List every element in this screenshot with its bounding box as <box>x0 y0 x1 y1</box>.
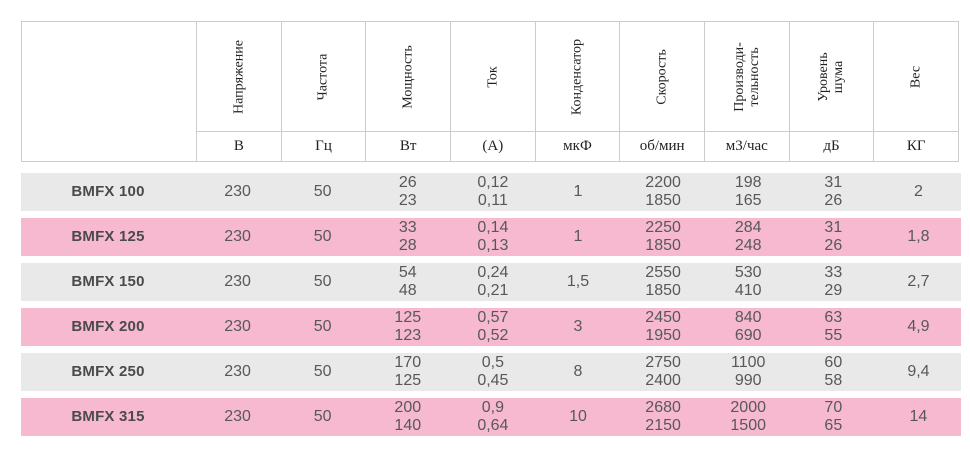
value-cell: 8 <box>573 363 583 380</box>
value-cell: 2450 1950 <box>645 309 681 344</box>
value-cell: 4,9 <box>907 318 930 335</box>
column-unit-label: Вт <box>365 131 450 161</box>
value-cell: 54 48 <box>398 264 417 299</box>
value-cell: 0,24 0,21 <box>477 264 509 299</box>
value-cell: 284 248 <box>734 219 762 254</box>
value-cell: 198 165 <box>734 174 762 209</box>
value-cell: 840 690 <box>734 309 762 344</box>
value-cell: 70 65 <box>824 399 843 434</box>
column-header-cell: Напряжение <box>196 22 281 131</box>
value-cell: 230 <box>224 408 251 425</box>
value-cell: 9,4 <box>907 363 930 380</box>
value-cell: 50 <box>313 228 332 245</box>
value-cell: 2000 1500 <box>730 399 766 434</box>
value-cell: 530 410 <box>734 264 762 299</box>
value-cell: 50 <box>313 408 332 425</box>
value-cell: 230 <box>224 183 251 200</box>
model-name: BMFX 150 <box>71 273 145 290</box>
column-header-label: Скорость <box>654 48 670 105</box>
value-cell: 230 <box>224 228 251 245</box>
value-cell: 1100 990 <box>731 354 766 389</box>
column-header-cell: Мощность <box>365 22 450 131</box>
value-cell: 10 <box>569 408 587 425</box>
column-header-cell: Производи- тельность <box>703 22 789 131</box>
column-header-cell: Ток <box>449 22 535 131</box>
value-cell: 1,8 <box>907 228 930 245</box>
value-cell: 1,5 <box>566 273 590 290</box>
value-cell: 60 58 <box>824 354 843 389</box>
value-cell: 230 <box>224 318 251 335</box>
value-cell: 1 <box>573 183 583 200</box>
value-cell: 2200 1850 <box>645 174 681 209</box>
column-header-label: Ток <box>485 65 501 88</box>
value-cell: 50 <box>313 363 332 380</box>
column-header-label: Мощность <box>400 44 416 109</box>
value-cell: 1 <box>573 228 583 245</box>
model-name: BMFX 200 <box>71 318 145 335</box>
value-cell: 2750 2400 <box>645 354 681 389</box>
column-header-label: Производи- тельность <box>731 41 762 112</box>
header-corner-cell <box>22 22 196 161</box>
column-unit-label: об/мин <box>619 131 704 161</box>
column-header-cell: Уровень шума <box>788 22 874 131</box>
column-header-cell: Частота <box>280 22 366 131</box>
column-header-cell: Вес <box>873 22 958 131</box>
column-header-label: Частота <box>315 53 331 100</box>
column-unit-label: м3/час <box>703 131 789 161</box>
value-cell: 170 125 <box>394 354 422 389</box>
table-row: BMFX 315 230 50 200 140 0,9 0,64 10 2680 2150 2… <box>21 398 961 436</box>
model-name: BMFX 250 <box>71 363 145 380</box>
value-cell: 3 <box>573 318 583 335</box>
column-unit-label: мкФ <box>534 131 620 161</box>
model-name: BMFX 315 <box>71 408 145 425</box>
value-cell: 230 <box>224 363 251 380</box>
model-name: BMFX 100 <box>71 183 145 200</box>
value-cell: 2,7 <box>907 273 930 290</box>
value-cell: 33 28 <box>398 219 417 254</box>
value-cell: 0,9 0,64 <box>477 399 509 434</box>
value-cell: 50 <box>313 318 332 335</box>
value-cell: 0,57 0,52 <box>477 309 509 344</box>
table-row: BMFX 100 230 50 26 23 0,12 0,11 1 2200 1850 198… <box>21 173 961 211</box>
column-header-label: Напряжение <box>231 39 247 114</box>
table-row: BMFX 250 230 50 170 125 0,5 0,45 8 2750 2400 11… <box>21 353 961 391</box>
table-row: BMFX 200 230 50 125 123 0,57 0,52 3 2450 1950 8… <box>21 308 961 346</box>
value-cell: 31 26 <box>824 174 843 209</box>
value-cell: 14 <box>909 408 928 425</box>
value-cell: 26 23 <box>398 174 417 209</box>
value-cell: 31 26 <box>824 219 843 254</box>
value-cell: 2680 2150 <box>645 399 681 434</box>
column-header-cell: Конденсатор <box>534 22 620 131</box>
value-cell: 2550 1850 <box>645 264 681 299</box>
spec-table-body: BMFX 100 230 50 26 23 0,12 0,11 1 2200 1850 198… <box>21 173 961 443</box>
spec-table-header: Напряжение В Частота Гц Мощность Вт Ток (А) Конд… <box>21 21 959 162</box>
value-cell: 33 29 <box>824 264 843 299</box>
column-header-cell: Скорость <box>619 22 704 131</box>
value-cell: 50 <box>313 273 332 290</box>
value-cell: 0,12 0,11 <box>477 174 509 209</box>
value-cell: 230 <box>224 273 251 290</box>
value-cell: 63 55 <box>824 309 843 344</box>
value-cell: 2250 1850 <box>645 219 681 254</box>
value-cell: 125 123 <box>394 309 422 344</box>
column-unit-label: В <box>196 131 281 161</box>
model-name: BMFX 125 <box>71 228 145 245</box>
value-cell: 200 140 <box>394 399 422 434</box>
column-unit-label: дБ <box>788 131 874 161</box>
column-unit-label: Гц <box>280 131 366 161</box>
value-cell: 2 <box>913 183 923 200</box>
table-row: BMFX 125 230 50 33 28 0,14 0,13 1 2250 1850 284… <box>21 218 961 256</box>
column-header-label: Уровень шума <box>816 51 847 102</box>
value-cell: 0,5 0,45 <box>477 354 509 389</box>
column-unit-label: КГ <box>873 131 958 161</box>
value-cell: 0,14 0,13 <box>477 219 509 254</box>
column-header-label: Вес <box>908 65 924 88</box>
table-row: BMFX 150 230 50 54 48 0,24 0,21 1,5 2550 1850 5… <box>21 263 961 301</box>
column-header-label: Конденсатор <box>569 38 585 115</box>
value-cell: 50 <box>313 183 332 200</box>
column-unit-label: (А) <box>449 131 535 161</box>
